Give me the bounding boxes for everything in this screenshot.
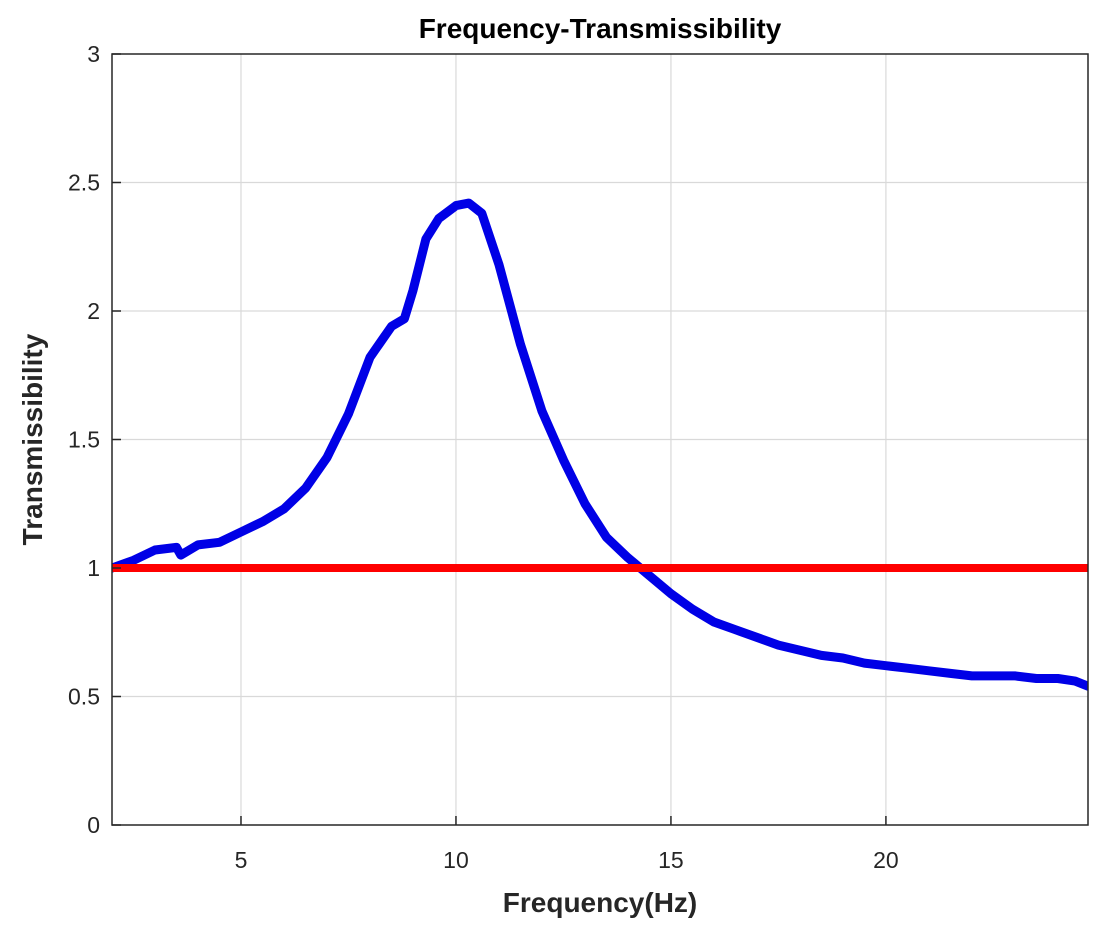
y-tick-label: 0 xyxy=(87,812,100,838)
x-tick-label: 10 xyxy=(443,847,469,873)
y-tick-label: 3 xyxy=(87,41,100,67)
chart-title: Frequency-Transmissibility xyxy=(419,13,782,44)
y-tick-label: 0.5 xyxy=(68,684,100,710)
y-tick-label: 1 xyxy=(87,555,100,581)
x-tick-label: 5 xyxy=(235,847,248,873)
y-axis-title: Transmissibility xyxy=(17,333,48,545)
y-tick-label: 2 xyxy=(87,298,100,324)
series-layer xyxy=(112,198,1088,691)
transmissibility-series-line xyxy=(112,198,1088,691)
y-tick-label: 1.5 xyxy=(68,427,100,453)
y-tick-label: 2.5 xyxy=(68,170,100,196)
x-axis: 5 10 15 20 xyxy=(235,816,899,873)
y-axis: 0 0.5 1 1.5 2 2.5 3 xyxy=(68,41,121,838)
x-axis-title: Frequency(Hz) xyxy=(503,887,697,918)
x-tick-label: 20 xyxy=(873,847,899,873)
x-tick-label: 15 xyxy=(658,847,684,873)
